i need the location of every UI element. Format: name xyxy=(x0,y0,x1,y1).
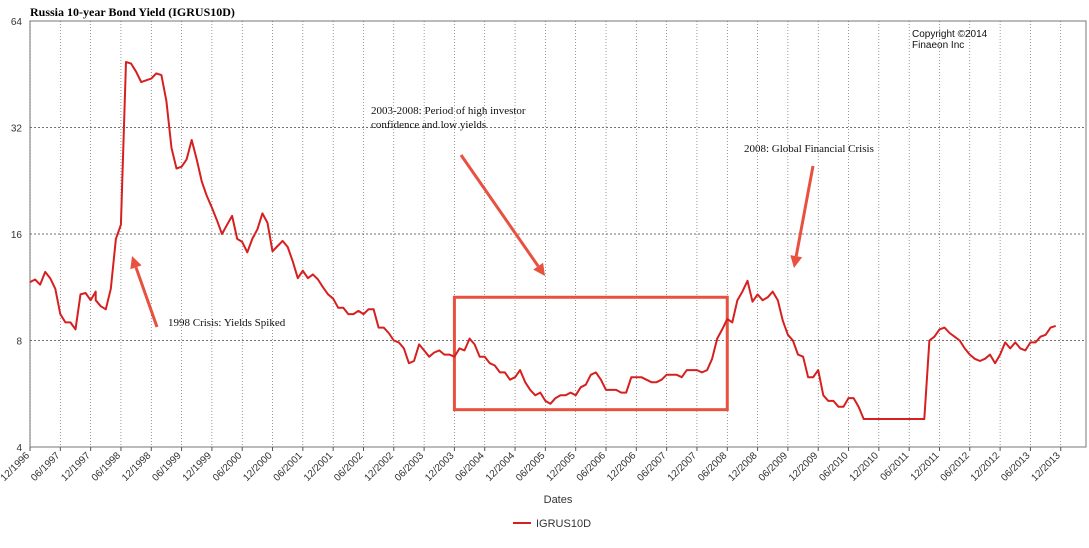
x-tick-label: 06/2001 xyxy=(272,450,306,484)
copyright-notice: Copyright ©2014 Finaeon Inc xyxy=(912,29,990,51)
x-tick-label: 06/2004 xyxy=(454,450,488,484)
x-tick-label: 06/2006 xyxy=(575,450,609,484)
annotation-high-confidence: 2003-2008: Period of high investor confi… xyxy=(371,105,528,131)
arrow-1998-crisis-shaft xyxy=(134,266,159,328)
x-tick-label: 06/1999 xyxy=(150,450,184,484)
x-tick-label: 06/2002 xyxy=(332,450,366,484)
x-tick-label: 06/2011 xyxy=(878,450,911,483)
x-axis-label: Dates xyxy=(544,494,573,506)
x-tick-label: 06/2008 xyxy=(696,450,730,484)
x-tick-label: 12/1999 xyxy=(181,450,215,484)
x-tick-label: 06/1997 xyxy=(29,450,63,484)
x-tick-label: 12/2001 xyxy=(302,450,336,484)
y-tick-label: 16 xyxy=(11,230,23,241)
x-tick-label: 12/1998 xyxy=(120,450,154,484)
x-tick-label: 12/2012 xyxy=(969,450,1003,484)
x-tick-label: 12/2004 xyxy=(484,450,518,484)
x-tick-label: 06/2000 xyxy=(211,450,245,484)
x-tick-label: 06/2003 xyxy=(393,450,427,484)
x-tick-label: 12/2013 xyxy=(1030,450,1064,484)
x-tick-label: 12/2010 xyxy=(848,450,882,484)
highlight-rectangle xyxy=(452,295,729,412)
x-tick-label: 12/1996 xyxy=(0,450,32,484)
arrow-gfc-2008-shaft xyxy=(794,165,815,257)
x-tick-label: 12/2002 xyxy=(363,450,397,484)
x-tick-label: 12/2008 xyxy=(726,450,760,484)
x-tick-label: 06/2012 xyxy=(939,450,973,484)
x-tick-label: 12/2005 xyxy=(544,450,578,484)
highlight-box xyxy=(452,295,729,412)
arrow-gfc-2008-head xyxy=(790,255,803,268)
x-tick-label: 06/2010 xyxy=(817,450,851,484)
arrow-gfc-2008 xyxy=(790,165,815,268)
y-tick-label: 8 xyxy=(16,337,22,348)
arrow-high-confidence-shaft xyxy=(459,154,540,267)
x-tick-label: 12/1997 xyxy=(59,450,93,484)
annotation-gfc-2008: 2008: Global Financial Crisis xyxy=(744,143,874,155)
x-tick-label: 06/2013 xyxy=(999,450,1033,484)
legend-label: IGRUS10D xyxy=(536,518,591,530)
annotation-crisis-1998: 1998 Crisis: Yields Spiked xyxy=(168,317,286,329)
x-tick-label: 06/2007 xyxy=(635,450,669,484)
arrow-1998-crisis xyxy=(130,256,159,328)
x-tick-label: 12/2006 xyxy=(605,450,639,484)
x-tick-label: 06/1998 xyxy=(90,450,124,484)
arrow-high-confidence-head xyxy=(533,262,545,276)
arrow-high-confidence xyxy=(459,154,545,276)
chart-title: Russia 10-year Bond Yield (IGRUS10D) xyxy=(30,5,235,19)
annotation-arrows xyxy=(130,154,815,328)
y-axis: 4 8 16 32 64 xyxy=(11,17,23,454)
arrow-1998-crisis-head xyxy=(130,256,142,270)
legend: IGRUS10D xyxy=(513,518,591,530)
y-tick-label: 64 xyxy=(11,17,23,28)
series-line-igrus10d xyxy=(29,61,1057,420)
x-tick-label: 12/2007 xyxy=(666,450,700,484)
x-tick-label: 12/2000 xyxy=(241,450,275,484)
grid xyxy=(29,21,1086,447)
y-tick-label: 4 xyxy=(16,443,22,454)
x-tick-label: 12/2003 xyxy=(423,450,457,484)
x-tick-label: 06/2009 xyxy=(757,450,791,484)
x-tick-label: 12/2009 xyxy=(787,450,821,484)
series-layer xyxy=(29,61,1057,420)
x-tick-label: 06/2005 xyxy=(514,450,548,484)
x-axis: 12/199606/199712/199706/199812/199806/19… xyxy=(0,447,1063,484)
y-tick-label: 32 xyxy=(11,124,23,135)
x-tick-label: 12/2011 xyxy=(909,450,942,483)
